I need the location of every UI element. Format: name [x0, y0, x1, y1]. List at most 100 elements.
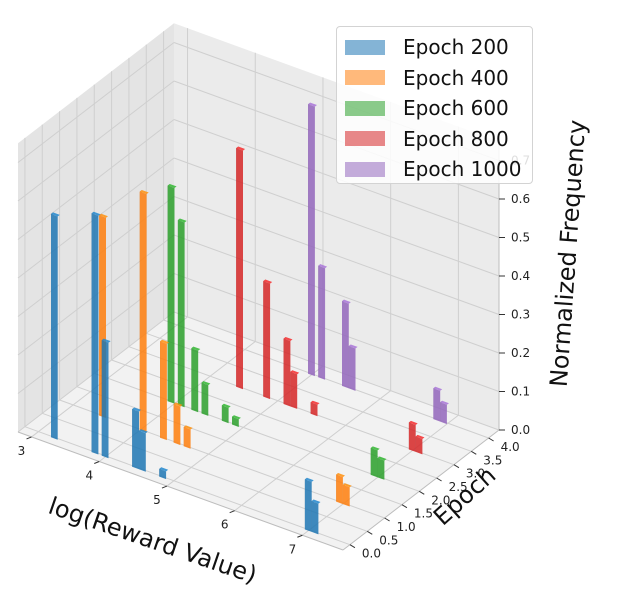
legend-item: Epoch 600 — [345, 93, 524, 124]
bar-front-face — [139, 430, 146, 472]
bar — [51, 212, 60, 440]
tick-label: 4.0 — [501, 440, 520, 454]
grid-line — [234, 390, 391, 512]
tick-mark — [367, 530, 373, 535]
legend-swatch — [345, 39, 385, 55]
bar-top-face — [308, 102, 317, 107]
grid-line — [173, 234, 500, 354]
bar — [263, 279, 273, 400]
bar-front-face — [283, 338, 291, 407]
bar — [221, 403, 231, 424]
floor-pane — [18, 312, 499, 550]
bar-top-face — [51, 212, 60, 217]
grid-line — [24, 426, 351, 546]
bar-top-face — [408, 420, 418, 425]
bar — [304, 477, 314, 532]
bar-top-face — [236, 146, 246, 151]
tick-label: 0.2 — [511, 346, 530, 360]
bar-front-face — [139, 191, 147, 433]
bar-top-face — [440, 400, 449, 405]
grid-line — [98, 341, 256, 462]
tick-label: 0.5 — [511, 231, 530, 245]
bar — [177, 218, 187, 408]
tick-label: 0.5 — [379, 533, 398, 547]
bar-front-face — [348, 346, 356, 391]
bar-front-face — [191, 348, 199, 413]
bar-top-face — [311, 499, 321, 504]
bar-top-face — [232, 415, 241, 420]
tick-label: 0.1 — [511, 385, 530, 399]
bar-front-face — [160, 341, 167, 441]
bar-front-face — [236, 148, 243, 390]
bar-top-face — [377, 456, 387, 461]
legend: Epoch 200 Epoch 400 Epoch 600 Epoch 800 … — [336, 26, 533, 184]
tick-mark — [94, 461, 100, 464]
bar — [310, 400, 320, 417]
tick-mark — [349, 544, 356, 549]
tick-mark — [471, 450, 477, 455]
bar — [139, 190, 149, 433]
bar-front-face — [173, 404, 181, 446]
tick-mark — [453, 464, 460, 469]
bar-front-face — [415, 436, 423, 455]
bar — [283, 337, 293, 407]
tick-label: 0.3 — [511, 308, 530, 322]
axis-line — [342, 429, 500, 551]
bar — [370, 446, 380, 478]
bar-top-face — [348, 344, 358, 349]
bar-front-face — [377, 458, 385, 480]
bar-top-face — [310, 400, 320, 405]
tick-mark — [401, 504, 408, 509]
tick-mark — [26, 436, 32, 440]
grid-line — [17, 80, 175, 202]
bar — [433, 386, 443, 422]
legend-swatch — [345, 161, 385, 177]
legend-swatch — [345, 100, 385, 116]
bar-front-face — [290, 371, 298, 409]
bar-top-face — [433, 386, 443, 391]
legend-item: Epoch 400 — [345, 63, 524, 94]
bar — [342, 299, 351, 389]
legend-label: Epoch 1000 — [403, 157, 522, 182]
bar — [311, 499, 321, 535]
bar — [336, 473, 345, 505]
bar-top-face — [167, 184, 177, 188]
grid-line — [59, 399, 385, 519]
bar-top-face — [91, 211, 101, 216]
bar — [139, 429, 148, 472]
tick-label: 2.0 — [431, 493, 450, 507]
bar-front-face — [336, 474, 343, 505]
grid-line — [146, 332, 472, 452]
bar — [415, 434, 425, 455]
bar-front-face — [342, 301, 349, 389]
bar-front-face — [311, 501, 319, 535]
tick-mark — [384, 517, 390, 522]
bar-top-face — [263, 279, 273, 284]
bar — [348, 344, 358, 391]
tick-mark — [419, 490, 425, 495]
tick-label: 3.0 — [466, 467, 485, 481]
grid-line — [17, 119, 175, 240]
bar-front-face — [221, 405, 229, 424]
bar-top-face — [132, 407, 142, 412]
bar — [408, 420, 418, 452]
tick-label: 7 — [289, 542, 297, 556]
bar-top-face — [415, 434, 425, 439]
tick-label: 5 — [153, 493, 161, 507]
bar-top-face — [221, 403, 231, 408]
bar — [160, 339, 169, 441]
bar-top-face — [183, 425, 193, 430]
legend-label: Epoch 200 — [403, 35, 509, 60]
legend-label: Epoch 800 — [403, 126, 509, 151]
bar-top-face — [139, 429, 148, 434]
bars-group — [51, 102, 449, 535]
tick-label: 6 — [221, 518, 229, 532]
bar-front-face — [232, 416, 239, 427]
legend-item: Epoch 800 — [345, 124, 524, 155]
bar-front-face — [201, 382, 209, 416]
bar-front-face — [167, 185, 175, 404]
bar-front-face — [51, 214, 58, 440]
legend-item: Epoch 1000 — [345, 154, 524, 185]
legend-item: Epoch 200 — [345, 32, 524, 63]
